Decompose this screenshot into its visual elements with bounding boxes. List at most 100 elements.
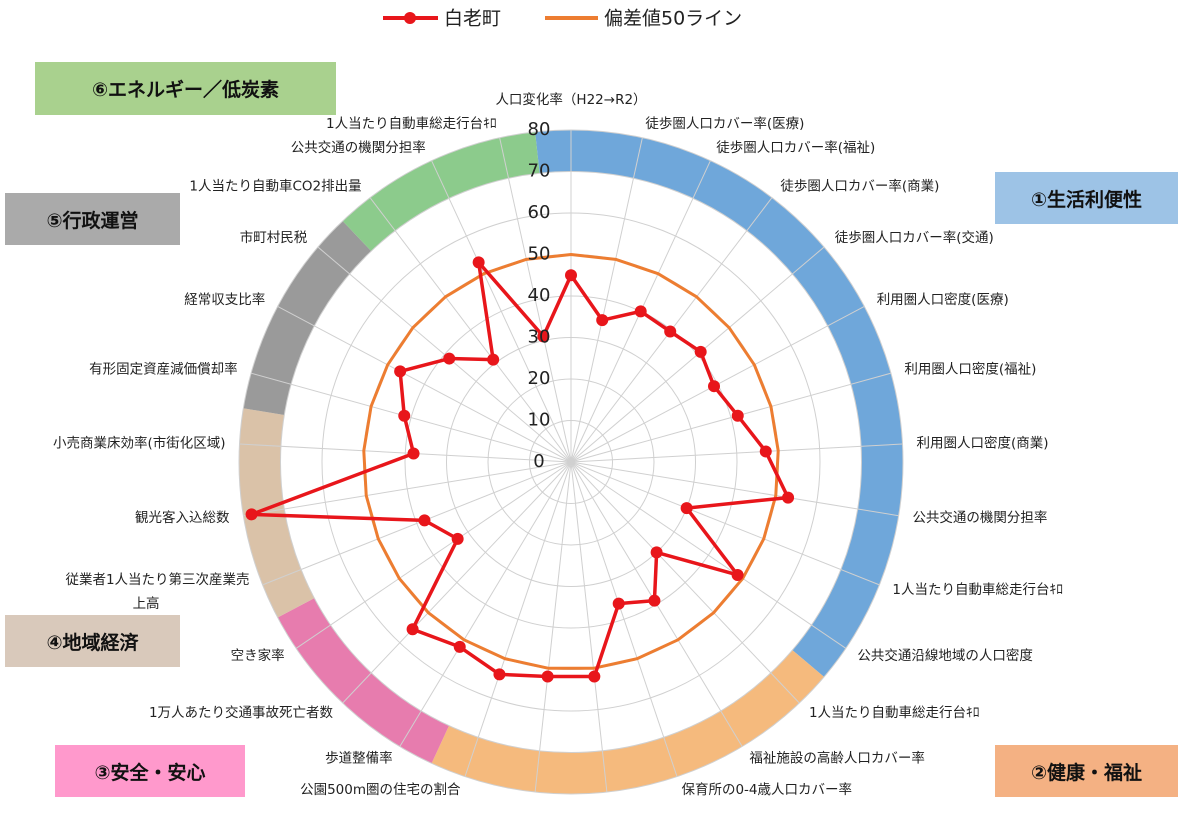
series-line bbox=[362, 253, 780, 670]
axis-label: 1人当たり自動車総走行台ｷﾛ bbox=[326, 116, 497, 132]
y-tick-label: 40 bbox=[528, 285, 551, 306]
legend-label: 偏差値50ライン bbox=[604, 8, 742, 30]
spoke bbox=[369, 197, 572, 463]
data-point bbox=[443, 352, 456, 365]
data-point bbox=[731, 568, 744, 581]
spoke bbox=[570, 443, 903, 463]
group-label: ④地域経済 bbox=[5, 615, 180, 667]
y-tick-label: 20 bbox=[528, 368, 551, 389]
data-point bbox=[406, 623, 419, 636]
group-label: ②健康・福祉 bbox=[995, 745, 1178, 797]
group-label: ①生活利便性 bbox=[995, 172, 1178, 224]
axis-label: 従業者1人当たり第三次産業売上高 bbox=[65, 571, 249, 612]
data-point bbox=[634, 305, 647, 318]
group-label: ⑤行政運営 bbox=[5, 193, 180, 245]
spoke bbox=[499, 137, 572, 463]
spoke bbox=[570, 461, 608, 793]
axis-label: 徒歩圏人口カバー率(医療) bbox=[645, 115, 804, 132]
data-point bbox=[537, 330, 550, 343]
axis-label: 利用圏人口密度(福祉) bbox=[904, 360, 1036, 377]
group-band bbox=[342, 131, 540, 252]
y-tick-label: 60 bbox=[528, 202, 551, 223]
data-point bbox=[394, 365, 407, 378]
spoke bbox=[342, 461, 572, 704]
spoke bbox=[243, 461, 572, 517]
axis-label: 徒歩圏人口カバー率(交通) bbox=[835, 229, 994, 246]
data-point bbox=[782, 491, 795, 504]
axis-label: 福祉施設の高齢人口カバー率 bbox=[749, 749, 925, 766]
spoke bbox=[277, 306, 572, 463]
spoke bbox=[295, 461, 572, 649]
group-band bbox=[243, 220, 372, 415]
spoke bbox=[570, 137, 643, 463]
axis-label-line: 上高 bbox=[133, 595, 160, 612]
data-point bbox=[472, 256, 485, 269]
axis-label: 利用圏人口密度(医療) bbox=[877, 291, 1009, 308]
spoke bbox=[570, 461, 800, 704]
axis-label-line: 従業者1人当たり第三次産業売 bbox=[65, 571, 249, 588]
spoke bbox=[262, 461, 572, 586]
spoke bbox=[399, 461, 572, 747]
group-label: ③安全・安心 bbox=[55, 745, 245, 797]
axis-label: 有形固定資産減価償却率 bbox=[89, 360, 238, 377]
axis-label: 公共交通の機関分担率 bbox=[291, 139, 426, 156]
legend-label: 白老町 bbox=[444, 8, 501, 30]
spoke bbox=[570, 461, 678, 777]
axis-label: 公園500m圏の住宅の割合 bbox=[300, 781, 461, 798]
axis-label: 観光客入込総数 bbox=[135, 509, 230, 526]
axis-label: 1人当たり自動車総走行台ｷﾛ bbox=[892, 582, 1063, 598]
axis-label: 公共交通の機関分担率 bbox=[912, 509, 1047, 526]
data-point bbox=[648, 594, 661, 607]
data-point bbox=[588, 670, 601, 683]
spoke bbox=[534, 461, 572, 793]
data-point bbox=[541, 670, 554, 683]
series-line bbox=[249, 260, 790, 679]
y-tick-label: 80 bbox=[528, 119, 551, 140]
group-band bbox=[238, 408, 315, 618]
y-tick-label: 70 bbox=[528, 161, 551, 182]
spoke bbox=[570, 372, 892, 463]
data-point bbox=[612, 597, 625, 610]
data-point bbox=[759, 445, 772, 458]
axis-label: 市町村民税 bbox=[240, 229, 308, 246]
axis-label: 1人当たり自動車総走行台ｷﾛ bbox=[809, 705, 980, 721]
spoke bbox=[250, 372, 572, 463]
axis-label: 小売商業床効率(市街化区域) bbox=[53, 434, 226, 451]
axis-label: 利用圏人口密度(商業) bbox=[916, 434, 1048, 451]
spoke bbox=[570, 461, 899, 517]
y-tick-label: 10 bbox=[528, 410, 551, 431]
spoke bbox=[570, 461, 880, 586]
axis-label: 人口変化率（H22→R2） bbox=[495, 91, 646, 108]
data-point bbox=[650, 546, 663, 559]
data-point bbox=[731, 409, 744, 422]
y-tick-label: 0 bbox=[533, 451, 544, 472]
axis-label: 1人当たり自動車CO2排出量 bbox=[189, 179, 361, 195]
axis-label: 経常収支比率 bbox=[184, 291, 265, 308]
data-point bbox=[418, 514, 431, 527]
data-point bbox=[596, 314, 609, 327]
spoke bbox=[570, 461, 847, 649]
spoke bbox=[317, 246, 572, 463]
data-point bbox=[694, 345, 707, 358]
data-point bbox=[707, 380, 720, 393]
data-point bbox=[680, 502, 693, 515]
axis-label: 歩道整備率 bbox=[325, 749, 393, 766]
data-point bbox=[565, 269, 577, 282]
group-band bbox=[431, 650, 825, 795]
group-band bbox=[535, 130, 903, 677]
y-tick-label: 50 bbox=[528, 244, 551, 265]
data-point bbox=[493, 668, 506, 681]
data-point bbox=[407, 447, 420, 460]
data-point bbox=[453, 640, 466, 653]
data-point bbox=[487, 353, 500, 366]
spoke bbox=[464, 461, 572, 777]
y-tick-label: 30 bbox=[528, 327, 551, 348]
data-point bbox=[451, 532, 464, 545]
axis-label: 徒歩圏人口カバー率(商業) bbox=[780, 178, 939, 195]
spoke bbox=[431, 160, 572, 463]
axis-label: 空き家率 bbox=[231, 647, 285, 664]
data-point bbox=[398, 409, 411, 422]
data-point bbox=[664, 325, 677, 338]
